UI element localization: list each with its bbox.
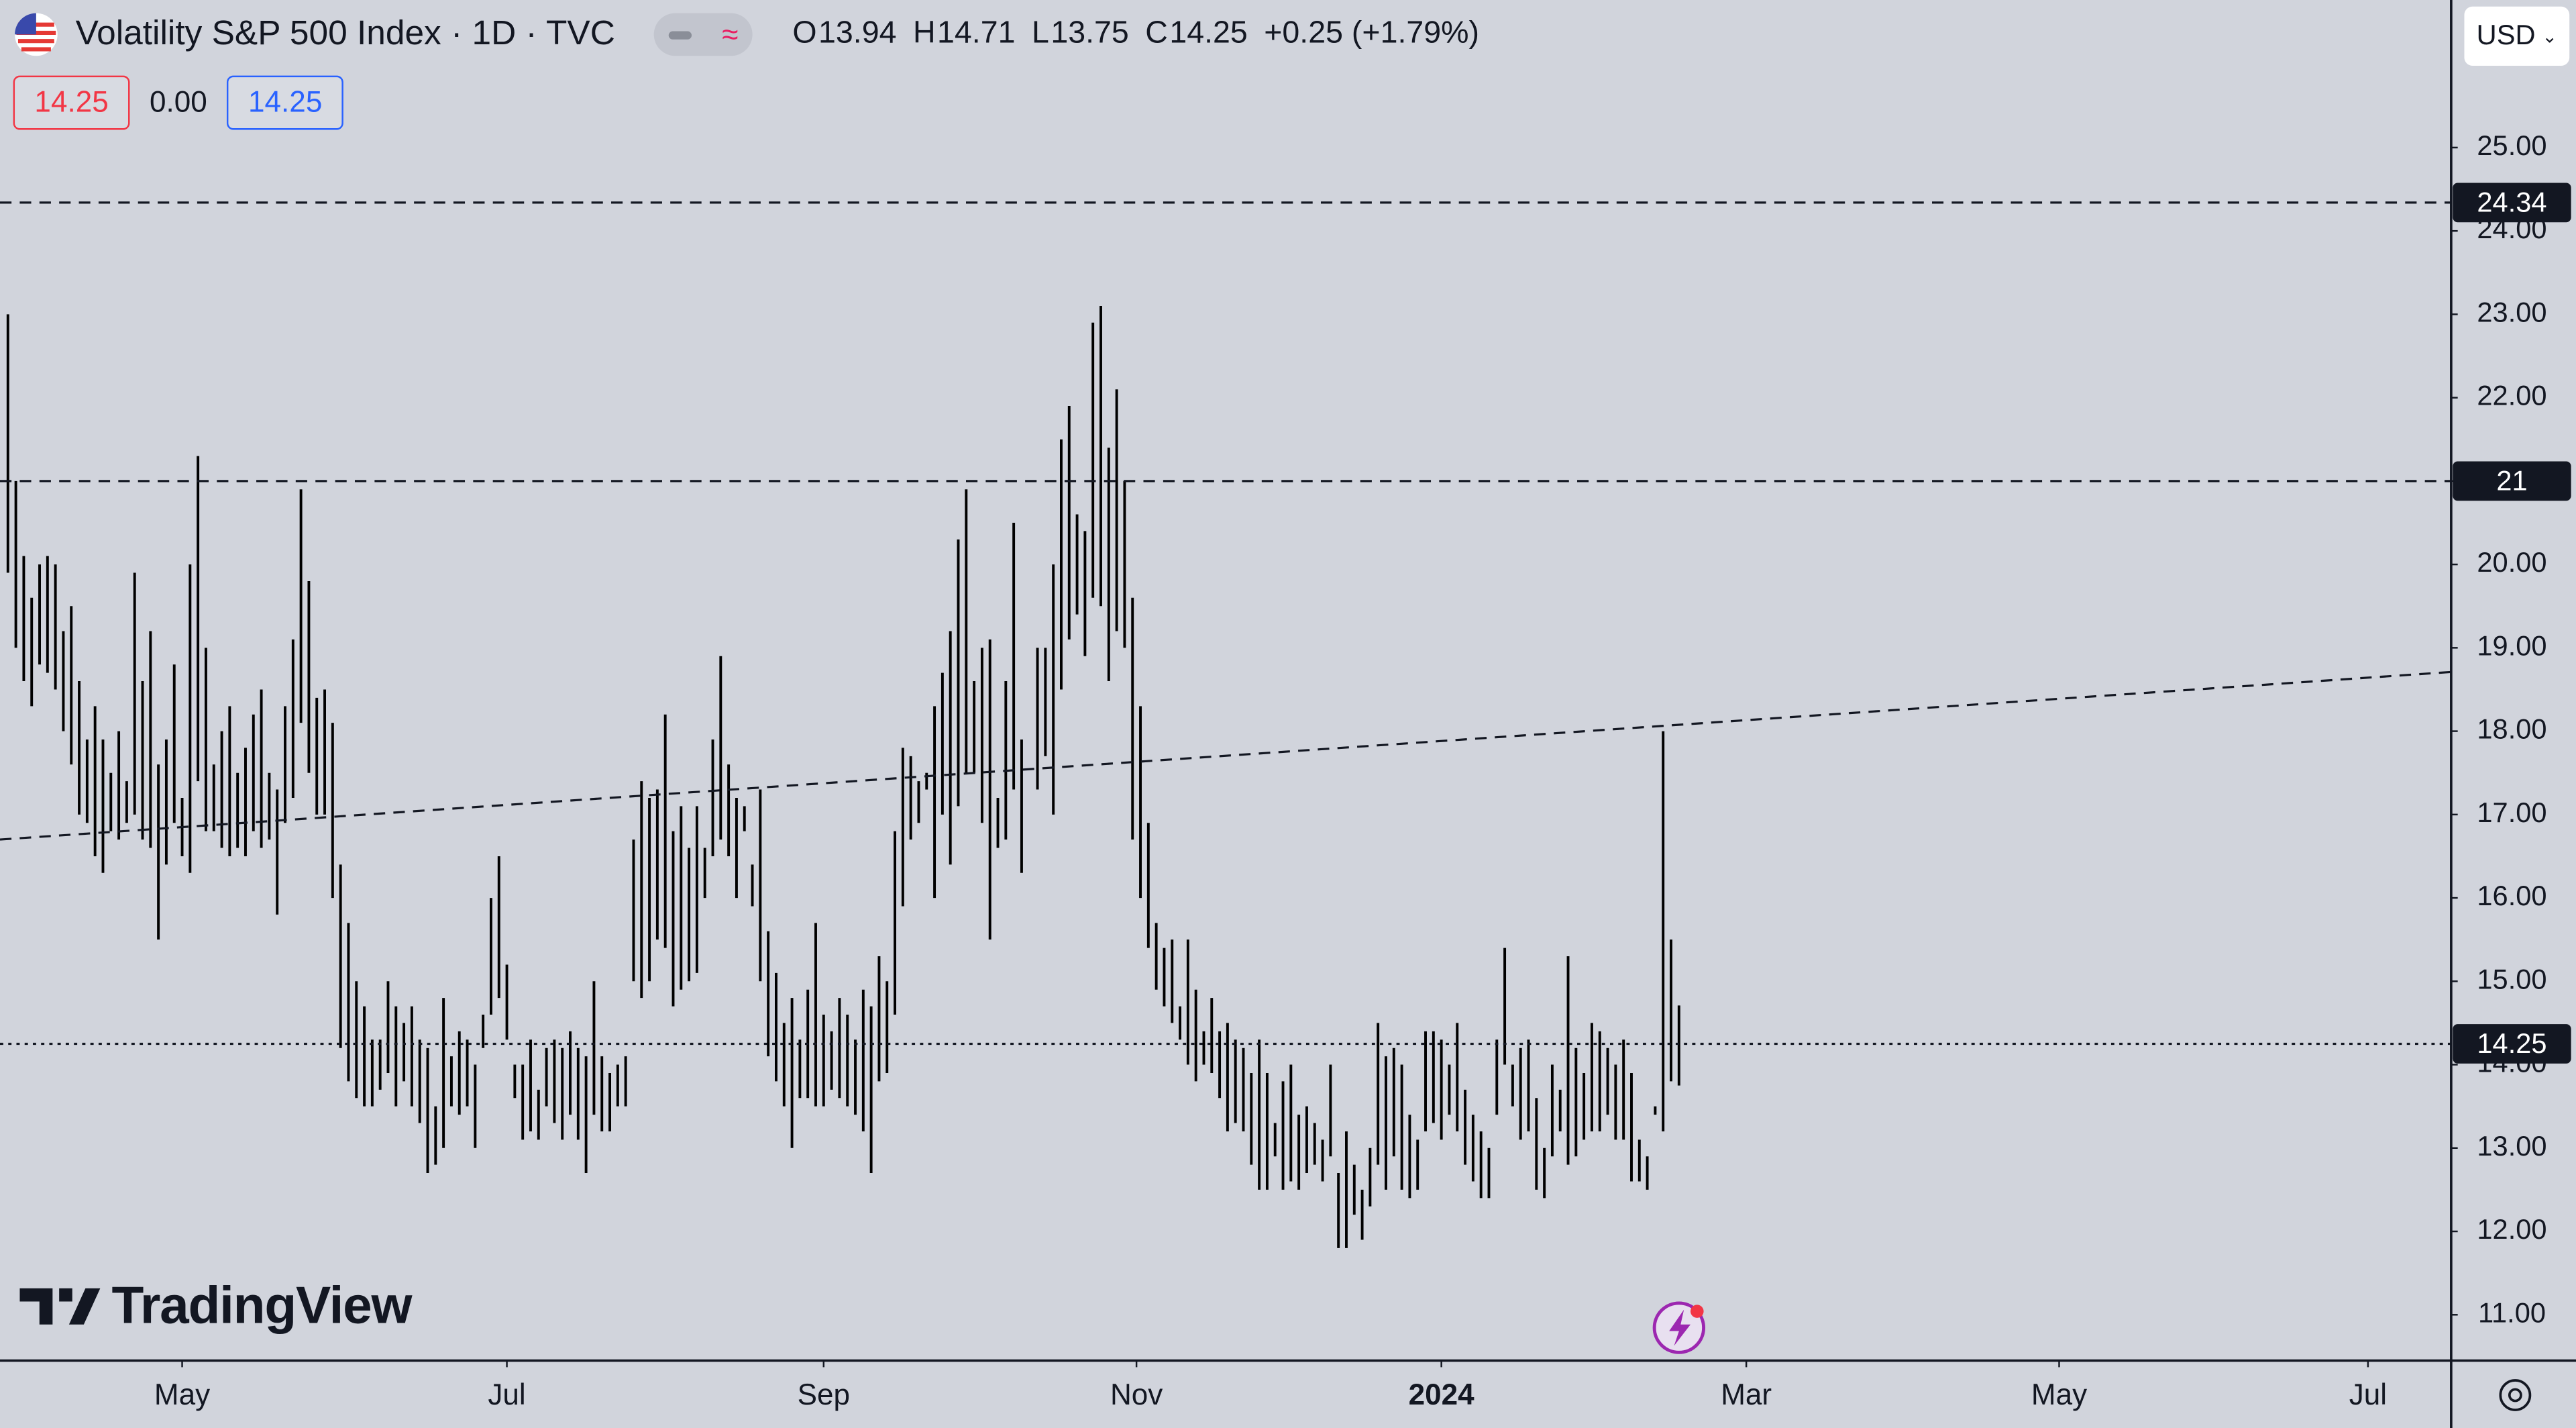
- y-tick-label: 19.00: [2477, 629, 2546, 661]
- level-label: 21: [2496, 464, 2527, 496]
- level-label-bg: [2453, 1024, 2571, 1064]
- lightning-icon[interactable]: [1652, 1301, 1706, 1354]
- ohlc-key: L: [1031, 16, 1049, 51]
- logo: [19, 1287, 101, 1324]
- x-tick-label: Nov: [1110, 1378, 1163, 1411]
- toggle[interactable]: ≈: [654, 13, 753, 56]
- price-axis-bg: [2451, 0, 2576, 1428]
- x-tick-label: May: [2031, 1378, 2087, 1411]
- y-tick-label: 20.00: [2477, 546, 2546, 578]
- level-label-bg: [2453, 183, 2571, 223]
- currency-button[interactable]: USD ⌄: [2464, 6, 2570, 66]
- ohlc-key: C: [1145, 16, 1168, 51]
- settings-icon[interactable]: [2499, 1379, 2532, 1411]
- plot-area: [0, 201, 2451, 1248]
- y-tick-label: 11.00: [2478, 1296, 2546, 1328]
- symbol-title: Volatility S&P 500 Index · 1D · TVC: [75, 15, 615, 53]
- level-label-bg: [2453, 461, 2571, 501]
- level-label: 14.25: [2477, 1027, 2546, 1059]
- ohlc-value: 13.94: [818, 16, 897, 51]
- y-tick-label: 18.00: [2477, 713, 2546, 745]
- ohlc-value: 14.71: [937, 16, 1016, 51]
- x-tick-label: Mar: [1721, 1378, 1772, 1411]
- flag-icon: [15, 13, 58, 56]
- ohlc-value: 13.75: [1051, 16, 1129, 51]
- y-tick-label: 23.00: [2477, 296, 2546, 327]
- ohlc-item: O 13.94: [792, 16, 896, 52]
- value-boxes: 14.25 0.00 14.25: [13, 75, 344, 130]
- y-tick-label: 25.00: [2477, 130, 2546, 161]
- x-tick-label: Jul: [488, 1378, 525, 1411]
- trend-line: [0, 670, 2451, 841]
- watermark: TradingView: [19, 1275, 413, 1336]
- change: +0.25 (+1.79%): [1264, 16, 1480, 51]
- x-tick-label: May: [154, 1378, 210, 1411]
- ohlc-item: C 14.25: [1145, 16, 1248, 52]
- value-box: 14.25: [13, 75, 130, 130]
- y-tick-label: 22.00: [2477, 380, 2546, 411]
- currency: USD: [2476, 19, 2536, 51]
- x-tick-label: Jul: [2349, 1378, 2387, 1411]
- ohlc-key: O: [792, 16, 817, 51]
- ohlc-item: L 13.75: [1032, 16, 1129, 52]
- ohlc-values: O 13.94 H 14.71 L 13.75 C 14.25 +0.25 (+1.79%): [792, 16, 1479, 52]
- ohlc-value: 14.25: [1169, 16, 1248, 51]
- y-tick-label: 17.00: [2477, 797, 2546, 828]
- ohlc-key: H: [912, 16, 936, 51]
- chevron: ⌄: [2542, 27, 2557, 47]
- x-tick-label: 2024: [1409, 1378, 1475, 1411]
- y-tick-label: 16.00: [2477, 880, 2546, 911]
- value-box: 0.00: [149, 85, 207, 119]
- value-box: 14.25: [227, 75, 344, 130]
- ohlc-item: H 14.71: [913, 16, 1016, 52]
- level-label: 24.34: [2477, 186, 2546, 217]
- y-tick-label: 13.00: [2477, 1130, 2546, 1162]
- y-tick-label: 12.00: [2477, 1213, 2546, 1245]
- x-tick-label: Sep: [798, 1378, 850, 1411]
- watermark-text: TradingView: [111, 1275, 413, 1335]
- y-tick-label: 15.00: [2477, 963, 2546, 994]
